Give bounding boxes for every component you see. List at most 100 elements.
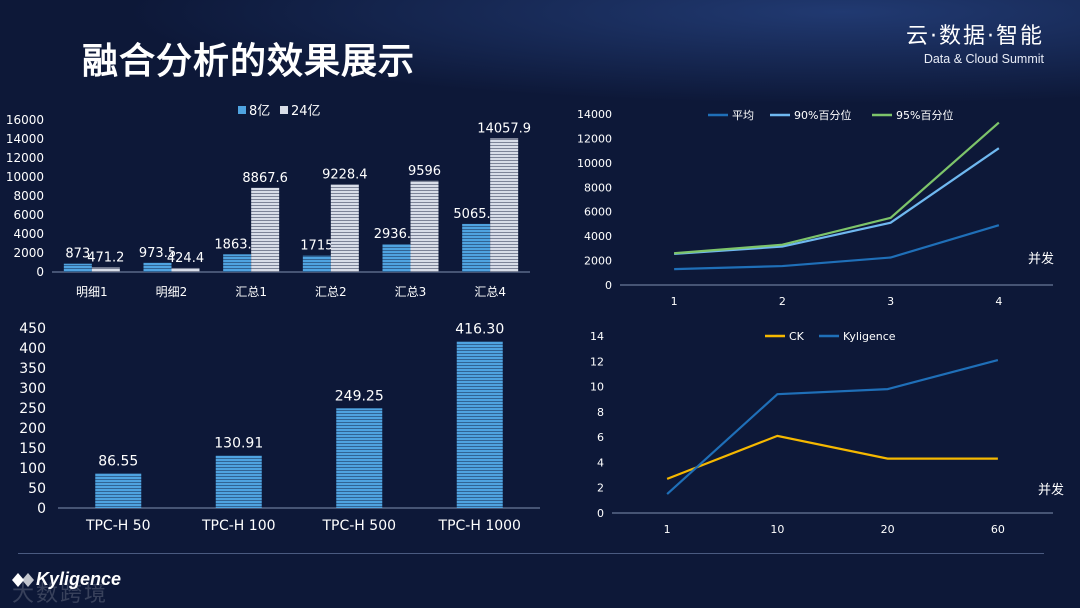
y-tick-label: 50 <box>28 481 46 497</box>
bar-chart-query-time: 0 2000 4000 6000 8000 10000 12000 14000 16000 873… <box>6 104 531 299</box>
y-tick-label: 6 <box>597 431 604 444</box>
legend-label: 90%百分位 <box>794 108 851 122</box>
bar-series2 <box>171 267 200 272</box>
y-tick-label: 12000 <box>6 151 44 165</box>
bar <box>95 473 142 508</box>
x-tick-label: 10 <box>770 523 784 536</box>
brand-en: Data & Cloud Summit <box>923 52 1044 66</box>
kyligence-logo: Kyligence <box>10 569 121 590</box>
y-tick-label: 2 <box>597 482 604 495</box>
x-axis-title: 并发 <box>1038 482 1064 498</box>
y-tick-label: 14000 <box>577 108 612 121</box>
data-label: 471.2 <box>87 251 124 266</box>
bar-series1 <box>302 255 331 272</box>
bar-series2 <box>251 187 280 272</box>
y-tick-label: 10 <box>590 381 604 394</box>
x-tick-label: 1 <box>671 295 678 308</box>
legend-swatch <box>280 106 288 114</box>
brand-block: 云·数据·智能 Data & Cloud Summit <box>906 18 1044 66</box>
watermark: 大数跨境 <box>12 582 109 607</box>
y-tick-label: 400 <box>19 341 46 357</box>
x-tick-label: 2 <box>779 295 786 308</box>
legend-label: Kyligence <box>843 330 896 343</box>
data-label: 14057.9 <box>477 121 531 136</box>
bar-series1 <box>143 262 172 272</box>
bar-series2 <box>91 267 120 272</box>
bar-series1 <box>462 223 491 272</box>
line-chart-concurrency-percentiles: 0 2000 4000 6000 8000 10000 12000 14000 1 2 3 4 平均 90… <box>577 108 1054 308</box>
kyligence-logo-icon <box>12 572 34 587</box>
y-tick-label: 350 <box>19 361 46 377</box>
legend-label: 95%百分位 <box>896 108 953 122</box>
x-tick-label: 汇总4 <box>474 285 506 299</box>
data-label: 416.30 <box>455 321 504 337</box>
data-label: 8867.6 <box>242 171 288 186</box>
y-tick-label: 150 <box>19 441 46 457</box>
x-tick-label: 3 <box>887 295 894 308</box>
y-tick-label: 14 <box>590 330 604 343</box>
y-tick-label: 14000 <box>6 132 44 146</box>
x-tick-label: TPC-H 100 <box>201 518 276 534</box>
series-line-3 <box>674 121 1000 255</box>
x-tick-label: TPC-H 50 <box>85 518 151 534</box>
legend-label: 平均 <box>732 109 754 122</box>
data-label: 424.4 <box>167 251 204 266</box>
series-line-2 <box>666 358 999 495</box>
data-label: 873 <box>65 247 90 262</box>
y-tick-label: 2000 <box>13 246 44 260</box>
y-tick-label: 6000 <box>584 206 612 219</box>
data-label: 9228.4 <box>322 167 368 182</box>
bar-series2 <box>490 138 519 272</box>
logo-text: Kyligence <box>36 569 122 589</box>
data-label: 1863.1 <box>214 237 260 252</box>
y-tick-label: 12 <box>590 355 604 368</box>
x-tick-label: 4 <box>995 295 1002 308</box>
legend-label: 8亿 <box>249 104 270 119</box>
x-axis-title: 并发 <box>1028 251 1054 267</box>
y-tick-label: 250 <box>19 401 46 417</box>
data-label: 130.91 <box>214 436 263 452</box>
legend-label: 24亿 <box>291 104 321 119</box>
bar-series1 <box>63 263 92 272</box>
data-label: 2936.5 <box>374 227 420 242</box>
slide-title: 融合分析的效果展示 <box>82 41 416 82</box>
y-tick-label: 12000 <box>577 132 612 145</box>
y-tick-label: 450 <box>19 321 46 337</box>
y-tick-label: 8000 <box>584 181 612 194</box>
line-chart-ck-vs-kyligence: 0 2 4 6 8 10 12 14 1 10 20 60 CK Kyligence 并发 <box>590 330 1064 536</box>
y-tick-label: 0 <box>37 501 46 517</box>
y-tick-label: 300 <box>19 381 46 397</box>
y-tick-label: 10000 <box>6 170 44 184</box>
bar-chart-tpch: 0 50 100 150 200 250 300 350 400 450 86.55 TPC-H 50… <box>19 321 540 534</box>
x-tick-label: TPC-H 500 <box>321 518 396 534</box>
bar <box>456 341 503 508</box>
data-label: 973.5 <box>139 246 176 261</box>
x-tick-label: 明细2 <box>156 285 188 299</box>
y-tick-label: 2000 <box>584 255 612 268</box>
y-tick-label: 8000 <box>13 189 44 203</box>
x-tick-label: 汇总2 <box>315 285 347 299</box>
data-label: 249.25 <box>335 388 384 404</box>
series-line-1 <box>666 434 998 480</box>
y-tick-label: 100 <box>19 461 46 477</box>
bar-series2 <box>330 184 359 272</box>
legend-swatch <box>238 106 246 114</box>
y-tick-label: 0 <box>605 279 612 292</box>
x-tick-label: 汇总3 <box>395 285 427 299</box>
y-tick-label: 4000 <box>13 227 44 241</box>
data-label: 1715 <box>300 239 333 254</box>
x-tick-label: 汇总1 <box>235 285 267 299</box>
series-line-2 <box>674 147 1000 255</box>
bar <box>336 408 383 508</box>
background-glow <box>0 0 1080 120</box>
legend-label: CK <box>789 330 805 343</box>
data-label: 5065.5 <box>453 207 499 222</box>
y-tick-label: 4000 <box>584 230 612 243</box>
brand-cn: 云·数据·智能 <box>906 24 1044 49</box>
bar-series2 <box>410 180 439 272</box>
y-tick-label: 8 <box>597 406 604 419</box>
y-tick-label: 0 <box>36 265 44 279</box>
y-tick-label: 10000 <box>577 157 612 170</box>
series-line-1 <box>674 224 1000 271</box>
x-tick-label: 明细1 <box>76 285 108 299</box>
